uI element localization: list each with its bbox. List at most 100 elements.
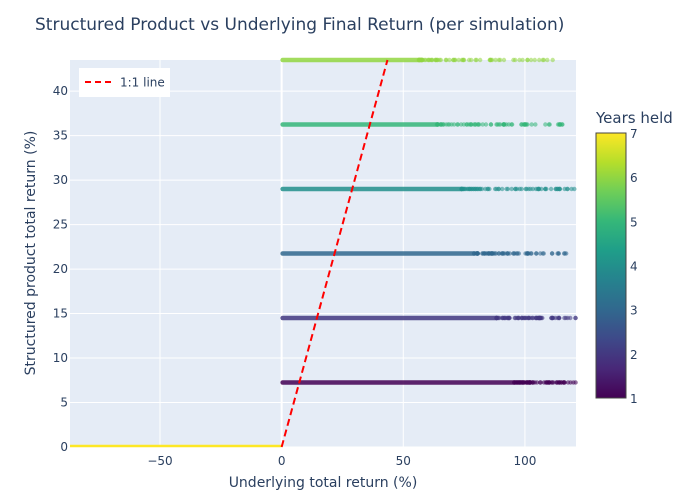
data-point xyxy=(564,186,570,192)
data-point xyxy=(449,122,454,127)
data-point xyxy=(509,122,515,127)
data-point xyxy=(496,186,502,192)
colorbar-tick-label: 4 xyxy=(630,260,638,274)
data-point xyxy=(541,57,547,63)
data-point xyxy=(505,251,511,256)
y-tick-label: 40 xyxy=(53,84,68,98)
data-point xyxy=(477,57,483,63)
colorbar-tick-label: 7 xyxy=(630,127,638,141)
data-point xyxy=(563,315,569,321)
chart-title: Structured Product vs Underlying Final R… xyxy=(35,15,564,35)
data-point xyxy=(517,380,522,385)
data-point xyxy=(551,380,556,385)
data-point xyxy=(524,186,529,192)
data-point xyxy=(573,315,578,321)
data-point xyxy=(507,315,512,321)
data-point xyxy=(556,251,561,256)
data-point xyxy=(572,186,577,192)
data-point xyxy=(515,315,521,321)
y-ticks: 0 5 10 15 20 25 30 35 40 xyxy=(53,84,68,454)
reference-line-1-1 xyxy=(280,59,389,448)
colorbar-title: Years held xyxy=(595,109,673,127)
data-point xyxy=(525,251,530,256)
data-point xyxy=(549,315,554,321)
x-tick-label: 50 xyxy=(396,454,411,468)
data-point xyxy=(515,251,520,256)
data-point xyxy=(512,380,517,385)
legend[interactable]: 1:1 line xyxy=(79,68,170,97)
data-point xyxy=(440,122,446,127)
data-point xyxy=(526,315,532,321)
series-years-4 xyxy=(280,186,577,192)
points xyxy=(70,57,578,448)
data-point xyxy=(546,122,552,127)
data-point xyxy=(520,57,525,63)
data-point xyxy=(497,315,502,321)
data-point xyxy=(483,186,488,192)
data-point xyxy=(548,186,554,192)
data-point xyxy=(550,57,555,63)
data-point xyxy=(472,251,477,256)
data-point xyxy=(559,380,564,385)
data-point xyxy=(533,122,538,127)
data-point xyxy=(528,186,533,192)
data-point xyxy=(426,57,431,63)
colorbar-tick-label: 5 xyxy=(630,215,638,229)
colorbar-tick-label: 6 xyxy=(630,171,638,185)
y-tick-label: 15 xyxy=(53,307,68,321)
data-point xyxy=(462,186,468,192)
colorbar-tick-label: 1 xyxy=(630,392,638,406)
data-point xyxy=(434,57,439,63)
series-years-1 xyxy=(280,380,578,385)
data-point xyxy=(471,186,477,192)
legend-box xyxy=(79,68,170,97)
data-point xyxy=(517,57,522,63)
data-point xyxy=(435,122,441,127)
colorbar-ticks: 1 2 3 4 5 6 7 xyxy=(630,127,638,406)
data-point xyxy=(475,251,480,256)
data-point xyxy=(525,57,530,63)
data-point xyxy=(469,57,474,63)
data-point xyxy=(532,57,537,63)
data-point xyxy=(478,186,483,192)
data-point xyxy=(455,122,461,127)
data-point xyxy=(519,315,524,321)
y-tick-label: 35 xyxy=(53,129,68,143)
x-ticks: −50 0 50 100 xyxy=(147,454,536,468)
data-point xyxy=(528,251,534,256)
data-point xyxy=(545,57,550,63)
data-point xyxy=(493,57,498,63)
data-point xyxy=(494,315,499,321)
data-point xyxy=(480,122,485,127)
y-axis-title: Structured product total return (%) xyxy=(23,131,39,376)
x-tick-label: −50 xyxy=(147,454,172,468)
y-tick-label: 10 xyxy=(53,351,68,365)
legend-label: 1:1 line xyxy=(120,76,165,90)
data-point xyxy=(544,380,549,385)
data-point xyxy=(528,57,534,63)
data-point xyxy=(537,315,543,321)
y-tick-label: 5 xyxy=(60,396,68,410)
data-point xyxy=(461,122,467,127)
colorbar-tick-label: 2 xyxy=(630,348,638,362)
x-tick-label: 100 xyxy=(513,454,536,468)
data-point xyxy=(456,57,461,63)
data-point xyxy=(512,57,518,63)
colorbar xyxy=(595,132,627,399)
y-tick-label: 30 xyxy=(53,173,68,187)
data-point xyxy=(562,251,567,256)
data-point xyxy=(519,122,524,127)
data-point xyxy=(538,380,543,385)
data-point xyxy=(487,186,492,192)
data-point xyxy=(429,57,435,63)
data-point xyxy=(466,186,472,192)
data-point xyxy=(459,57,465,63)
data-point xyxy=(556,186,562,192)
data-point xyxy=(445,122,451,127)
data-point xyxy=(531,380,536,385)
data-point xyxy=(495,122,500,127)
data-point xyxy=(527,380,532,385)
series-years-5 xyxy=(280,122,565,127)
data-point xyxy=(536,186,541,192)
